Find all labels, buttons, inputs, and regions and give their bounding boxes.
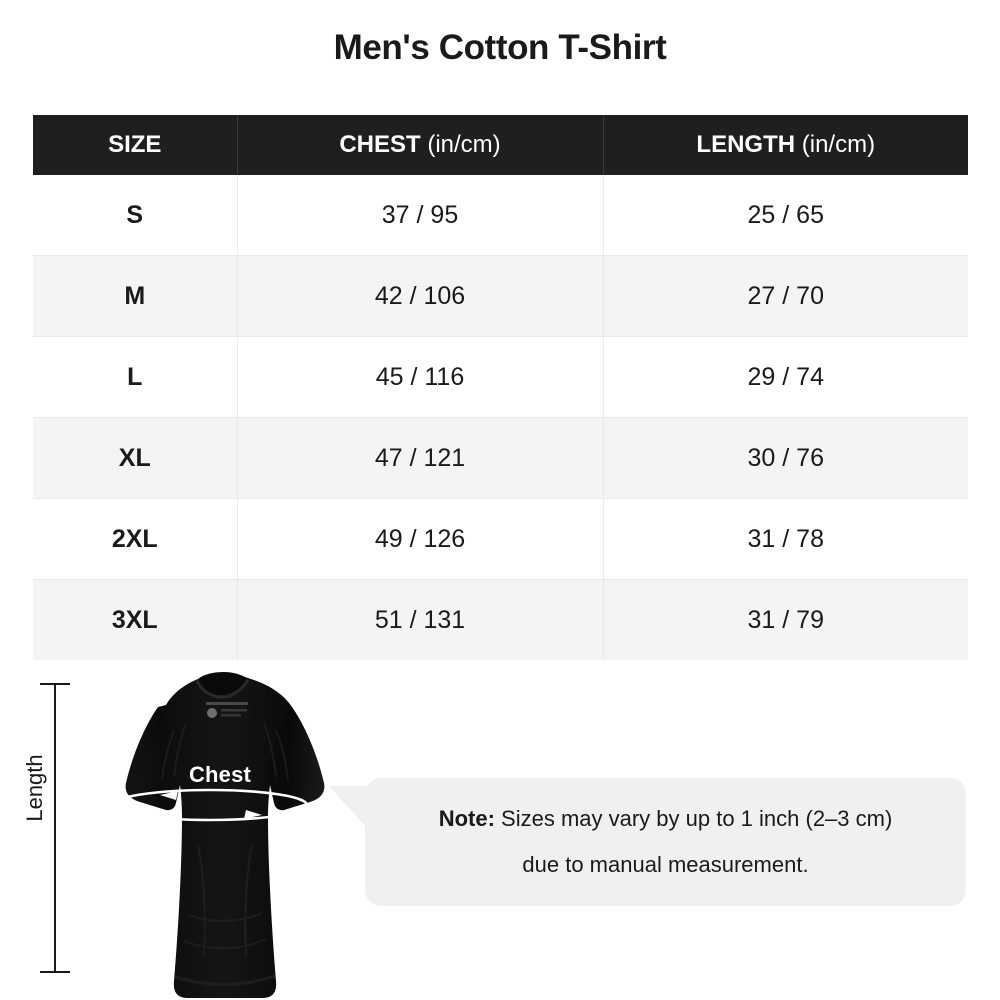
cell-chest: 49 / 126 [237,498,604,580]
cell-chest: 51 / 131 [237,579,604,660]
column-header-size: SIZE [33,115,238,175]
cell-length: 27 / 70 [603,255,968,337]
table-header-row: SIZE CHEST (in/cm) LENGTH (in/cm) [33,115,968,175]
note-bubble-tail [329,786,367,828]
table-header: SIZE CHEST (in/cm) LENGTH (in/cm) [33,115,968,175]
cell-chest: 42 / 106 [237,255,604,337]
tshirt-neck-label [203,699,251,721]
cell-size: 3XL [33,579,238,660]
column-header-chest-unit: (in/cm) [420,131,501,158]
column-header-length: LENGTH (in/cm) [603,115,968,175]
length-dimension-cap-bottom [40,971,70,973]
note-bubble: Note: Sizes may vary by up to 1 inch (2–… [365,778,966,906]
cell-length: 30 / 76 [603,417,968,499]
size-chart-table: SIZE CHEST (in/cm) LENGTH (in/cm) S 37 /… [33,115,968,660]
cell-length: 25 / 65 [603,175,968,256]
note-line-1: Note: Sizes may vary by up to 1 inch (2–… [439,796,893,842]
column-header-size-main: SIZE [108,131,162,158]
cell-length: 31 / 78 [603,498,968,580]
measurement-diagram: Length [0,655,1000,1000]
tshirt-fabric-folds [161,722,289,956]
page-title: Men's Cotton T-Shirt [333,28,667,67]
cell-size: M [33,255,238,337]
cell-chest: 47 / 121 [237,417,604,499]
length-measurement-label: Length [22,754,47,822]
note-prefix: Note: [438,806,495,831]
note-line-2: due to manual measurement. [522,852,809,877]
tshirt-collar-rib [195,679,250,699]
table-row: 2XL 49 / 126 31 / 78 [33,498,968,580]
tshirt-icon [111,672,325,998]
cell-length: 31 / 79 [603,579,968,660]
column-header-length-unit: (in/cm) [795,131,876,158]
chest-measurement-label: Chest [188,762,252,787]
tshirt-left-sleeve-shade [125,707,182,811]
column-header-chest: CHEST (in/cm) [237,115,604,175]
table-row: 3XL 51 / 131 31 / 79 [33,579,968,660]
chest-measurement-arrow [111,788,309,822]
cell-size: XL [33,417,238,499]
tshirt-illustration: Chest [70,665,350,1000]
table-body: S 37 / 95 25 / 65 M 42 / 106 27 / 70 L 4… [33,175,968,660]
cell-chest: 37 / 95 [237,175,604,256]
length-dimension-line [40,683,70,973]
table-row: S 37 / 95 25 / 65 [33,175,968,256]
table-row: L 45 / 116 29 / 74 [33,336,968,418]
cell-length: 29 / 74 [603,336,968,418]
cell-size: 2XL [33,498,238,580]
column-header-chest-main: CHEST [339,131,421,158]
tshirt-right-sleeve-shade [268,707,325,811]
table-row: XL 47 / 121 30 / 76 [33,417,968,499]
note-text-1: Sizes may vary by up to 1 inch (2–3 cm) [494,806,893,831]
tshirt-collar [198,672,247,695]
table-row: M 42 / 106 27 / 70 [33,255,968,337]
cell-chest: 45 / 116 [237,336,604,418]
column-header-length-main: LENGTH [696,131,796,158]
cell-size: L [33,336,238,418]
cell-size: S [33,175,238,256]
length-dimension-vertical-line [54,683,56,973]
tshirt-hem [174,974,276,986]
